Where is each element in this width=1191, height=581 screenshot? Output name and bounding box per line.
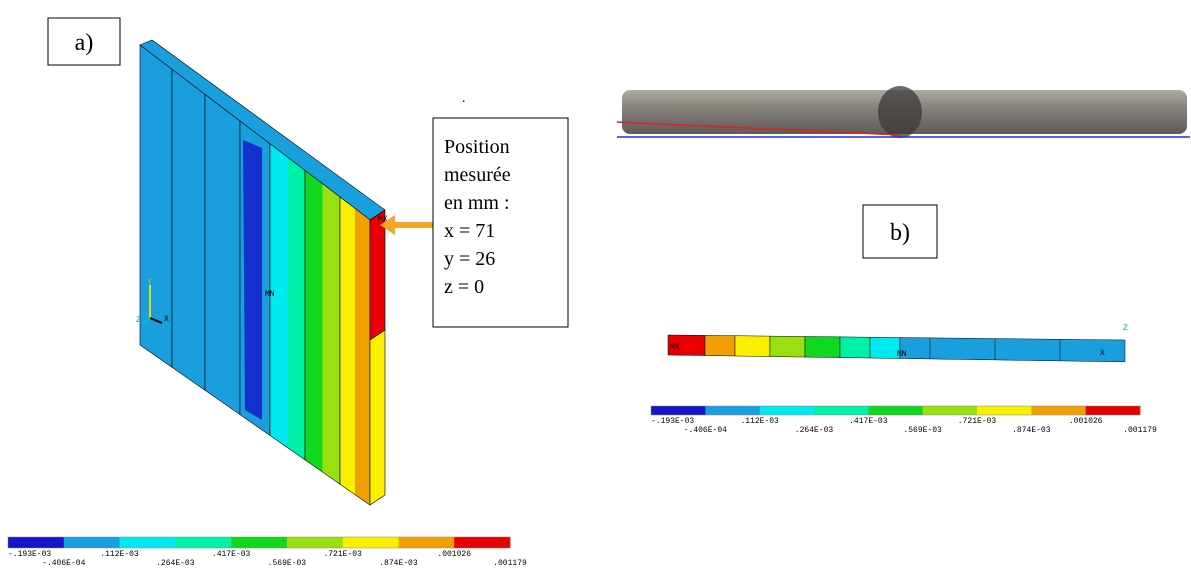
beam-segment — [899, 337, 1126, 363]
plate-strip — [156, 57, 172, 368]
plate-strip — [322, 183, 340, 485]
axis-label: Z — [1123, 324, 1128, 333]
legend-swatch — [175, 537, 232, 548]
label-box — [862, 204, 938, 259]
plate-strip — [140, 45, 156, 357]
callout-line: mesurée — [444, 164, 511, 186]
legend-label: .721E-03 — [958, 417, 997, 426]
legend-swatch — [231, 537, 288, 548]
axis-label: X — [164, 315, 169, 324]
beam-segment — [734, 335, 771, 357]
legend-swatch — [922, 406, 978, 415]
legend-label: .112E-03 — [740, 417, 779, 426]
legend-swatch — [1031, 406, 1087, 415]
min-marker: MN — [265, 290, 275, 299]
beam-model — [667, 334, 1126, 363]
plate-model — [139, 39, 386, 506]
plate-strip — [287, 157, 305, 460]
legend-swatch — [705, 406, 761, 415]
min-zone — [243, 140, 262, 420]
legend-swatch — [454, 537, 511, 548]
legend-swatch — [119, 537, 176, 548]
label-box — [47, 17, 121, 66]
legend-swatch — [63, 537, 121, 548]
beam-segment — [839, 336, 871, 359]
legend-label: .569E-03 — [903, 426, 942, 435]
legend-label: .001026 — [1069, 417, 1103, 426]
panel-label: a) — [75, 30, 94, 56]
plate-side — [369, 329, 386, 506]
beam-segment — [704, 335, 736, 357]
callout-line: Position — [444, 136, 510, 158]
legend-label: .264E-03 — [795, 426, 834, 435]
legend-label: .264E-03 — [156, 559, 195, 568]
legend-label: .001179 — [1123, 426, 1157, 435]
legend-swatch — [814, 406, 869, 415]
legend-label: .001026 — [437, 550, 471, 559]
legend-label: -.193E-03 — [8, 550, 51, 559]
legend-label: .569E-03 — [268, 559, 307, 568]
axis-triad: Y Z X — [136, 278, 169, 325]
legend-label: .112E-03 — [100, 550, 139, 559]
legend-swatch — [977, 406, 1032, 415]
plate-strip — [270, 143, 288, 448]
photo — [616, 86, 1190, 138]
callout-box — [432, 117, 569, 328]
legend-swatch — [868, 406, 924, 415]
legend-label: .721E-03 — [323, 550, 362, 559]
callout-text: Position mesurée en mm : x = 71 y = 26 z = 0 — [444, 136, 511, 298]
dot: . — [462, 91, 466, 106]
legend-frame — [650, 405, 1141, 416]
color-legend: -.193E-03-.406E-04 .112E-03 .264E-03 .417E-… — [650, 405, 1157, 435]
callout-line: y = 26 — [444, 248, 495, 270]
panel-label: b) — [890, 220, 910, 246]
legend-swatch — [342, 537, 399, 548]
axis-label: Z — [136, 316, 141, 325]
legend-frame — [7, 536, 511, 549]
legend-label: .874E-03 — [1012, 426, 1051, 435]
axis-label: Y — [147, 278, 152, 287]
beam-segment — [869, 336, 901, 359]
plate-strip — [188, 81, 205, 391]
arrow-head — [380, 215, 395, 235]
max-marker: MX — [670, 343, 680, 352]
legend-swatch — [286, 537, 344, 548]
color-legend: -.193E-03-.406E-04 .112E-03 .264E-03 .417E-… — [7, 536, 527, 568]
legend-label: .417E-03 — [849, 417, 888, 426]
callout-line: z = 0 — [444, 276, 484, 298]
beam-segment — [804, 336, 841, 358]
legend-label: -.406E-04 — [684, 426, 727, 435]
plate-strip — [172, 69, 189, 379]
legend-label: .001179 — [493, 559, 527, 568]
axis-label: X — [1100, 349, 1105, 358]
legend-label: -.193E-03 — [651, 417, 694, 426]
legend-swatch — [8, 537, 65, 548]
legend-swatch — [398, 537, 455, 548]
beam-segment — [769, 335, 806, 358]
max-marker: MX — [378, 215, 388, 224]
plate-strip — [205, 94, 223, 403]
callout-line: en mm : — [444, 192, 510, 214]
legend-label: -.406E-04 — [42, 559, 85, 568]
legend-label: .417E-03 — [212, 550, 251, 559]
legend-label: .874E-03 — [379, 559, 418, 568]
legend-swatch — [759, 406, 815, 415]
plate-strip — [355, 208, 370, 506]
min-marker: MN — [897, 350, 907, 359]
plate-side — [369, 209, 386, 341]
plate-strip — [340, 197, 355, 495]
plate-strip — [305, 170, 323, 473]
legend-swatch — [1085, 406, 1141, 415]
callout-line: x = 71 — [444, 220, 495, 242]
plate-strip — [222, 107, 240, 415]
legend-swatch — [651, 406, 706, 415]
